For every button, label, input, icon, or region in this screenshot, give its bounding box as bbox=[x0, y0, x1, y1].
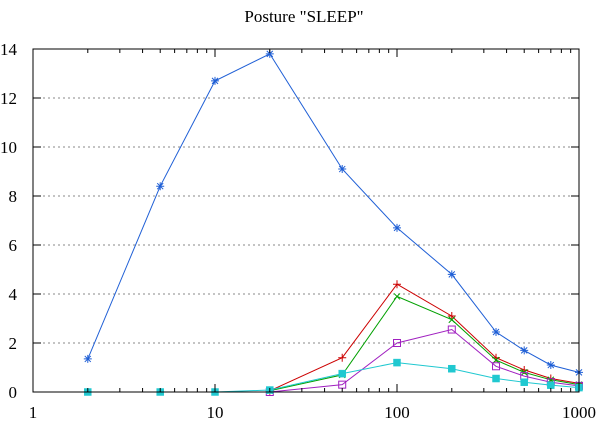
x-tick-label: 10 bbox=[207, 403, 224, 422]
y-tick-label: 0 bbox=[9, 383, 18, 402]
y-tick-label: 2 bbox=[9, 334, 18, 353]
y-tick-label: 8 bbox=[9, 187, 18, 206]
y-tick-label: 4 bbox=[9, 285, 18, 304]
data-point bbox=[265, 49, 274, 58]
x-tick-label: 1 bbox=[29, 403, 38, 422]
x-tick-label: 1000 bbox=[562, 403, 596, 422]
plot-series bbox=[83, 49, 583, 396]
chart-title: Posture "SLEEP" bbox=[244, 7, 363, 26]
data-point bbox=[393, 358, 401, 367]
data-point bbox=[211, 76, 219, 85]
y-tick-label: 14 bbox=[0, 40, 18, 59]
series-line bbox=[87, 53, 580, 373]
data-point bbox=[492, 374, 500, 383]
data-point bbox=[338, 353, 347, 362]
y-tick-label: 6 bbox=[9, 236, 18, 255]
grid-lines bbox=[33, 97, 579, 344]
data-point bbox=[338, 165, 347, 174]
series-line bbox=[269, 283, 580, 392]
data-point bbox=[547, 381, 555, 389]
y-tick-label: 12 bbox=[0, 89, 17, 108]
data-point bbox=[156, 182, 165, 191]
series-2 bbox=[265, 280, 583, 395]
data-point bbox=[520, 346, 529, 355]
data-point bbox=[393, 293, 401, 300]
data-point bbox=[520, 378, 528, 386]
data-point bbox=[447, 270, 456, 279]
data-point bbox=[83, 354, 92, 363]
data-point bbox=[393, 339, 401, 347]
series-line bbox=[269, 328, 580, 393]
data-point bbox=[546, 361, 555, 370]
series-line bbox=[269, 295, 580, 392]
data-point bbox=[492, 362, 501, 371]
data-point bbox=[448, 364, 456, 373]
data-point bbox=[447, 312, 456, 321]
series-4 bbox=[265, 325, 583, 396]
axes: 0 2 4 6 8 10 12 14 1 10 100 1000 bbox=[0, 40, 596, 422]
data-point bbox=[393, 223, 401, 232]
plot-frame bbox=[32, 48, 580, 393]
data-point bbox=[447, 325, 456, 334]
series-1 bbox=[83, 49, 583, 377]
data-point bbox=[448, 316, 456, 324]
y-tick-label: 10 bbox=[0, 138, 17, 157]
x-tick-label: 100 bbox=[384, 403, 410, 422]
data-point bbox=[338, 369, 346, 378]
data-point bbox=[492, 356, 500, 364]
data-point bbox=[393, 280, 401, 289]
data-point bbox=[492, 327, 501, 336]
